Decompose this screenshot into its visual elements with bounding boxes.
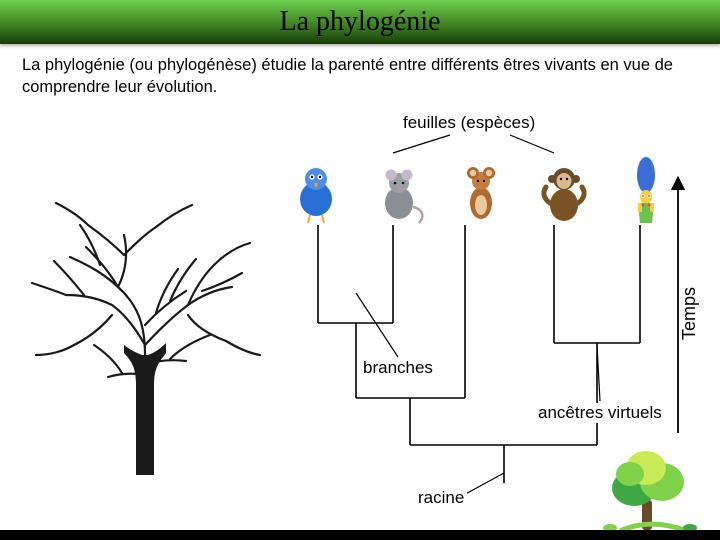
slide: La phylogénie La phylogénie (ou phylogén… xyxy=(0,0,720,540)
title-bar: La phylogénie xyxy=(0,0,720,44)
bare-tree-image xyxy=(18,195,268,475)
branches-label: branches xyxy=(360,358,436,378)
time-axis-label: Temps xyxy=(679,287,700,340)
decorative-tree-icon xyxy=(592,438,702,533)
ancestors-label: ancêtres virtuels xyxy=(535,403,665,423)
root-label: racine xyxy=(415,488,467,508)
slide-title: La phylogénie xyxy=(280,6,441,38)
content-area: feuilles (espèces) xyxy=(0,107,720,539)
bottom-bar xyxy=(0,530,720,540)
slide-subtitle: La phylogénie (ou phylogénèse) étudie la… xyxy=(0,44,720,107)
